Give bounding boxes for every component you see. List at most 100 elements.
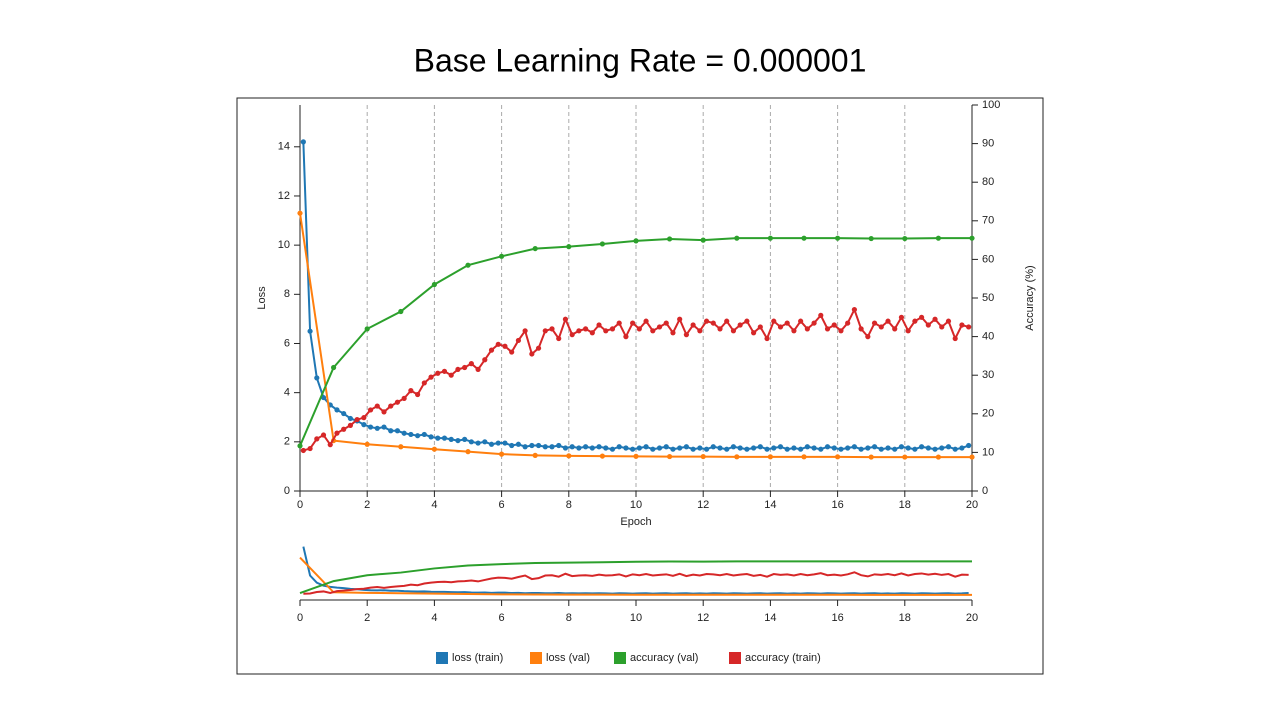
- series-point: [798, 446, 804, 452]
- series-point: [431, 446, 437, 452]
- series-point: [734, 454, 740, 460]
- series-point: [462, 436, 468, 442]
- series-point: [381, 409, 387, 415]
- series-point: [791, 328, 797, 334]
- series-point: [804, 444, 810, 450]
- series-point: [865, 334, 871, 340]
- series-point: [566, 453, 572, 459]
- y2-tick-label: 100: [982, 99, 1000, 111]
- series-point: [441, 435, 448, 441]
- series-point: [703, 446, 710, 452]
- x-tick-label: 0: [297, 499, 303, 511]
- series-point: [831, 322, 837, 328]
- mini-series-line: [299, 560, 972, 595]
- series-point: [347, 415, 353, 422]
- series-point: [529, 351, 535, 357]
- series-point: [885, 445, 891, 451]
- series-point: [824, 326, 831, 332]
- series-point: [700, 453, 706, 460]
- legend-swatch: [530, 652, 542, 664]
- series-point: [599, 453, 606, 459]
- series-point: [734, 235, 740, 241]
- series-point: [663, 444, 669, 450]
- series-point: [428, 434, 434, 440]
- mini-series-line: [303, 571, 969, 595]
- mini-x-tick-label: 4: [431, 612, 437, 624]
- y2-tick-label: 30: [982, 369, 994, 381]
- series-point: [502, 440, 508, 446]
- x-tick-label: 10: [630, 499, 642, 511]
- series-point: [871, 444, 878, 450]
- series-point: [465, 262, 471, 268]
- chart-frame: [236, 97, 1044, 675]
- series-point: [811, 320, 817, 326]
- series-point: [737, 445, 743, 451]
- series-point: [717, 445, 723, 451]
- series-line: [302, 141, 969, 451]
- series-point: [935, 454, 942, 460]
- series-point: [300, 447, 306, 454]
- series-point: [801, 235, 807, 241]
- series-point: [462, 364, 468, 371]
- series-point: [603, 445, 609, 451]
- series-point: [367, 424, 374, 430]
- series-point: [482, 439, 488, 445]
- series-point: [532, 245, 538, 252]
- series-point: [952, 446, 958, 452]
- series-point: [919, 314, 925, 320]
- series-point: [912, 318, 918, 324]
- y-tick-label: 6: [284, 337, 290, 349]
- x-tick-label: 8: [566, 499, 572, 511]
- series-point: [650, 446, 656, 452]
- series-point: [730, 444, 737, 450]
- series-point: [804, 326, 810, 332]
- series-point: [703, 318, 710, 324]
- mini-x-tick-label: 6: [499, 612, 505, 624]
- series-point: [549, 444, 555, 450]
- series-point: [448, 372, 454, 378]
- series-point: [871, 320, 878, 326]
- series-point: [932, 446, 938, 452]
- series-point: [935, 235, 942, 241]
- series-point: [599, 241, 606, 247]
- series-point: [932, 316, 938, 322]
- series-point: [878, 446, 884, 452]
- series-point: [892, 326, 898, 332]
- series-point: [633, 238, 639, 244]
- y-tick-label: 14: [278, 141, 290, 153]
- series-point: [757, 324, 763, 330]
- chart-title: Base Learning Rate = 0.000001: [414, 42, 867, 78]
- x-tick-label: 4: [431, 499, 437, 511]
- series-point: [388, 428, 394, 434]
- series-point: [535, 442, 542, 449]
- series-point: [737, 322, 743, 328]
- series-point: [777, 324, 784, 330]
- y2-axis-label: Accuracy (%): [1024, 265, 1036, 330]
- series-line: [303, 307, 969, 452]
- series-point: [589, 445, 595, 451]
- legend-label: loss (val): [546, 652, 590, 664]
- series-point: [784, 320, 790, 326]
- series-point: [919, 444, 925, 450]
- series-point: [771, 318, 777, 324]
- series-point: [499, 253, 505, 259]
- series-point: [835, 454, 841, 460]
- series-point: [401, 430, 407, 436]
- series-point: [522, 444, 528, 450]
- series-point: [868, 454, 874, 460]
- series-point: [307, 445, 313, 452]
- series-point: [562, 316, 569, 322]
- series-point: [838, 446, 844, 452]
- series-point: [495, 440, 501, 446]
- series-point: [670, 446, 676, 452]
- series-point: [764, 335, 770, 342]
- series-point: [683, 332, 690, 338]
- series-point: [300, 139, 306, 145]
- series-point: [667, 453, 673, 460]
- series-point: [398, 308, 404, 315]
- mini-x-tick-label: 20: [966, 612, 978, 624]
- series-point: [683, 444, 690, 450]
- series-point: [952, 335, 958, 342]
- series-point: [744, 446, 750, 452]
- y-tick-label: 8: [284, 288, 290, 300]
